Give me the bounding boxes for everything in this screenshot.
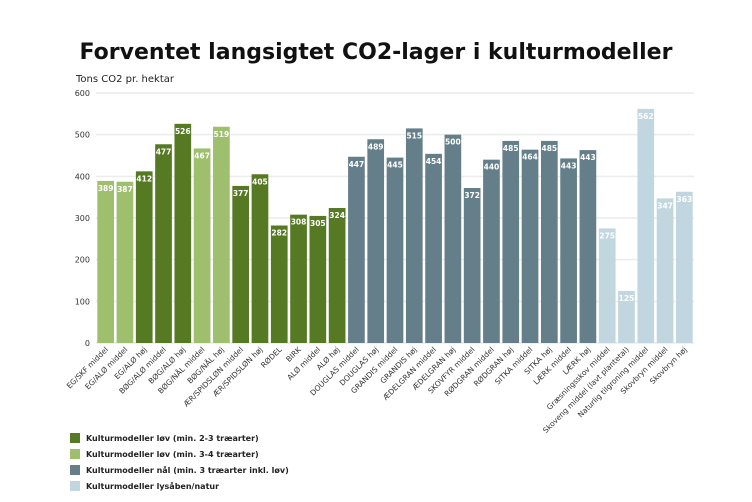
data-label: 125 bbox=[619, 294, 635, 303]
data-label: 389 bbox=[98, 184, 114, 193]
data-label: 363 bbox=[677, 195, 693, 204]
bar bbox=[425, 153, 442, 343]
bar bbox=[521, 149, 539, 343]
data-label: 489 bbox=[368, 142, 384, 151]
bar bbox=[637, 108, 655, 343]
data-label: 405 bbox=[252, 177, 268, 186]
bar bbox=[463, 188, 481, 343]
data-label: 377 bbox=[233, 189, 249, 198]
chart-title: Forventet langsigtet CO2-lager i kulturm… bbox=[79, 40, 673, 65]
data-label: 515 bbox=[406, 131, 422, 140]
bar bbox=[540, 140, 558, 343]
legend-swatch bbox=[70, 465, 80, 475]
data-label: 445 bbox=[387, 161, 403, 170]
data-label: 485 bbox=[541, 144, 557, 153]
y-tick-label: 600 bbox=[75, 89, 90, 98]
y-tick-label: 500 bbox=[75, 131, 90, 140]
legend-label: Kulturmodeller nål (min. 3 træarter inkl… bbox=[86, 465, 289, 475]
data-label: 454 bbox=[426, 157, 442, 166]
legend-item: Kulturmodeller løv (min. 3-4 træarter) bbox=[70, 449, 259, 459]
data-label: 467 bbox=[194, 151, 210, 160]
bar bbox=[135, 171, 153, 343]
y-tick-label: 0 bbox=[85, 339, 90, 348]
bar bbox=[386, 157, 404, 343]
bar bbox=[155, 144, 172, 343]
data-label: 464 bbox=[522, 153, 538, 162]
data-label: 282 bbox=[271, 229, 287, 238]
bar bbox=[174, 123, 192, 343]
data-label: 372 bbox=[464, 191, 480, 200]
data-label: 443 bbox=[580, 153, 596, 162]
legend-swatch bbox=[70, 449, 80, 459]
y-tick-label: 100 bbox=[75, 297, 90, 306]
y-tick-label: 300 bbox=[75, 214, 90, 223]
bar bbox=[270, 225, 288, 343]
legend-item: Kulturmodeller nål (min. 3 træarter inkl… bbox=[70, 465, 289, 475]
bar bbox=[598, 228, 616, 343]
bar bbox=[193, 148, 211, 343]
data-label: 387 bbox=[117, 185, 133, 194]
bar bbox=[444, 134, 462, 343]
bar bbox=[232, 185, 250, 343]
data-label: 347 bbox=[657, 201, 673, 210]
legend-item: Kulturmodeller løv (min. 2-3 træarter) bbox=[70, 433, 259, 443]
bar bbox=[676, 191, 693, 343]
data-label: 562 bbox=[638, 112, 654, 121]
data-label: 443 bbox=[561, 161, 577, 170]
data-label: 305 bbox=[310, 219, 326, 228]
data-label: 526 bbox=[175, 127, 191, 136]
bar bbox=[483, 159, 500, 343]
data-label: 519 bbox=[214, 130, 230, 139]
bar bbox=[290, 214, 307, 343]
bar bbox=[328, 208, 346, 343]
bar bbox=[309, 215, 327, 343]
bar bbox=[656, 198, 674, 343]
legend-label: Kulturmodeller løv (min. 3-4 træarter) bbox=[86, 449, 259, 459]
data-label: 412 bbox=[136, 174, 152, 183]
bar bbox=[348, 156, 365, 343]
data-label: 324 bbox=[329, 211, 345, 220]
bar bbox=[116, 181, 134, 343]
bar bbox=[502, 140, 520, 343]
bar bbox=[97, 180, 114, 343]
bar bbox=[618, 290, 635, 343]
x-tick-label: RØDEL bbox=[259, 344, 284, 369]
bar bbox=[251, 174, 269, 343]
data-label: 500 bbox=[445, 138, 461, 147]
data-label: 477 bbox=[156, 147, 172, 156]
legend-item: Kulturmodeller lysåben/natur bbox=[70, 481, 219, 491]
data-label: 447 bbox=[349, 160, 365, 169]
bar bbox=[213, 126, 230, 343]
legend-label: Kulturmodeller lysåben/natur bbox=[86, 481, 220, 491]
legend-label: Kulturmodeller løv (min. 2-3 træarter) bbox=[86, 433, 259, 443]
data-label: 440 bbox=[484, 163, 500, 172]
y-tick-label: 200 bbox=[75, 256, 90, 265]
data-label: 308 bbox=[291, 218, 307, 227]
data-label: 485 bbox=[503, 144, 519, 153]
legend-swatch bbox=[70, 433, 80, 443]
bar bbox=[367, 139, 385, 343]
bar bbox=[560, 158, 577, 343]
y-tick-label: 400 bbox=[75, 172, 90, 181]
bar bbox=[579, 150, 597, 343]
bar bbox=[405, 128, 423, 343]
data-label: 275 bbox=[599, 231, 615, 240]
legend-swatch bbox=[70, 481, 80, 491]
y-axis-label: Tons CO2 pr. hektar bbox=[76, 74, 174, 85]
